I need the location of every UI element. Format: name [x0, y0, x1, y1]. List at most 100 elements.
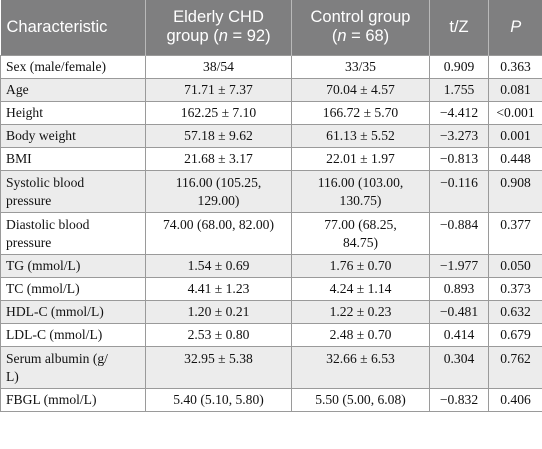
header-control-pre: (	[331, 27, 338, 46]
p-value: 0.001	[488, 123, 542, 148]
tz-value: 0.304	[429, 345, 489, 389]
row-label-line1: Serum albumin (g/	[6, 350, 108, 366]
table-row: Height 162.25 ± 7.10 166.72 ± 5.70 −4.41…	[0, 100, 542, 125]
tz-value: −4.412	[429, 100, 489, 125]
row-label-line1: Diastolic blood	[6, 216, 90, 232]
control-value: 2.48 ± 0.70	[291, 322, 430, 347]
row-label-line1: Systolic blood	[6, 174, 85, 190]
row-label-line2: pressure	[6, 192, 52, 208]
elderly-value: 162.25 ± 7.10	[145, 100, 292, 125]
row-label: TG (mmol/L)	[0, 253, 146, 278]
header-elderly-chd-group: Elderly CHD group (n = 92)	[145, 0, 292, 55]
control-value: 5.50 (5.00, 6.08)	[291, 387, 430, 412]
p-value: 0.363	[488, 54, 542, 79]
row-label: BMI	[0, 146, 146, 171]
tz-value: −0.481	[429, 299, 489, 324]
table-row: HDL-C (mmol/L) 1.20 ± 0.21 1.22 ± 0.23 −…	[0, 299, 542, 324]
row-label: Serum albumin (g/L)	[0, 345, 146, 389]
tz-value: 0.414	[429, 322, 489, 347]
p-value: 0.406	[488, 387, 542, 412]
row-label: FBGL (mmol/L)	[0, 387, 146, 412]
header-elderly-line2-pre: group (	[166, 27, 219, 46]
row-label: TC (mmol/L)	[0, 276, 146, 301]
row-label: Body weight	[0, 123, 146, 148]
control-value: 77.00 (68.25, 84.75)	[291, 211, 430, 255]
control-value-line2: 84.75)	[342, 234, 379, 250]
p-value: 0.908	[488, 169, 542, 213]
control-value: 22.01 ± 1.97	[291, 146, 430, 171]
header-row: Characteristic Elderly CHD group (n = 92…	[0, 0, 542, 55]
elderly-value: 116.00 (105.25, 129.00)	[145, 169, 292, 213]
tz-value: −0.116	[429, 169, 489, 213]
elderly-value: 5.40 (5.10, 5.80)	[145, 387, 292, 412]
table-row: Diastolic blood pressure 74.00 (68.00, 82…	[0, 211, 542, 255]
row-label: LDL-C (mmol/L)	[0, 322, 146, 347]
control-value: 70.04 ± 4.57	[291, 77, 430, 102]
control-value: 1.22 ± 0.23	[291, 299, 430, 324]
table-row: Age 71.71 ± 7.37 70.04 ± 4.57 1.755 0.08…	[0, 77, 542, 102]
p-value: 0.448	[488, 146, 542, 171]
table-row: Sex (male/female) 38/54 33/35 0.909 0.36…	[0, 54, 542, 79]
header-control-group: Control group (n = 68)	[291, 0, 430, 55]
row-label: Age	[0, 77, 146, 102]
elderly-value: 71.71 ± 7.37	[145, 77, 292, 102]
p-value: 0.373	[488, 276, 542, 301]
p-value: 0.679	[488, 322, 542, 347]
header-elderly-n: n	[218, 27, 228, 46]
control-value: 116.00 (103.00, 130.75)	[291, 169, 430, 213]
header-p-value: P	[488, 0, 542, 55]
control-value-line2: 130.75)	[339, 192, 382, 208]
header-elderly-line1: Elderly CHD	[173, 8, 264, 27]
header-elderly-line2-post: = 92)	[227, 27, 271, 46]
row-label-line2: pressure	[6, 234, 52, 250]
tz-value: −0.884	[429, 211, 489, 255]
header-t-z: t/Z	[429, 0, 489, 55]
table-row: LDL-C (mmol/L) 2.53 ± 0.80 2.48 ± 0.70 0…	[0, 322, 542, 347]
elderly-value: 38/54	[145, 54, 292, 79]
elderly-value: 1.20 ± 0.21	[145, 299, 292, 324]
table-row: Serum albumin (g/L) 32.95 ± 5.38 32.66 ±…	[0, 345, 542, 389]
tz-value: −0.832	[429, 387, 489, 412]
tz-value: 1.755	[429, 77, 489, 102]
table-row: TC (mmol/L) 4.41 ± 1.23 4.24 ± 1.14 0.89…	[0, 276, 542, 301]
elderly-value: 1.54 ± 0.69	[145, 253, 292, 278]
header-characteristic: Characteristic	[0, 0, 146, 55]
elderly-value-line1: 116.00 (105.25,	[175, 174, 262, 190]
control-value: 4.24 ± 1.14	[291, 276, 430, 301]
header-control-line1: Control group	[310, 8, 411, 27]
control-value: 61.13 ± 5.52	[291, 123, 430, 148]
tz-value: 0.909	[429, 54, 489, 79]
row-label: HDL-C (mmol/L)	[0, 299, 146, 324]
characteristics-table: Characteristic Elderly CHD group (n = 92…	[0, 0, 542, 412]
p-value: 0.050	[488, 253, 542, 278]
row-label: Sex (male/female)	[0, 54, 146, 79]
elderly-value: 4.41 ± 1.23	[145, 276, 292, 301]
tz-value: 0.893	[429, 276, 489, 301]
row-label: Systolic blood pressure	[0, 169, 146, 213]
control-value: 33/35	[291, 54, 430, 79]
table-row: Body weight 57.18 ± 9.62 61.13 ± 5.52 −3…	[0, 123, 542, 148]
tz-value: −3.273	[429, 123, 489, 148]
header-control-post: = 68)	[346, 27, 390, 46]
control-value: 1.76 ± 0.70	[291, 253, 430, 278]
control-value-line1: 77.00 (68.25,	[324, 216, 397, 232]
elderly-value: 74.00 (68.00, 82.00)	[145, 211, 292, 255]
tz-value: −0.813	[429, 146, 489, 171]
elderly-value: 57.18 ± 9.62	[145, 123, 292, 148]
table-row: BMI 21.68 ± 3.17 22.01 ± 1.97 −0.813 0.4…	[0, 146, 542, 171]
p-value: 0.081	[488, 77, 542, 102]
elderly-value: 21.68 ± 3.17	[145, 146, 292, 171]
p-value: 0.762	[488, 345, 542, 389]
elderly-value: 32.95 ± 5.38	[145, 345, 292, 389]
row-label-line2: L)	[6, 368, 19, 384]
p-value: 0.377	[488, 211, 542, 255]
elderly-value: 2.53 ± 0.80	[145, 322, 292, 347]
p-value: 0.632	[488, 299, 542, 324]
tz-value: −1.977	[429, 253, 489, 278]
table-row: FBGL (mmol/L) 5.40 (5.10, 5.80) 5.50 (5.…	[0, 387, 542, 412]
row-label: Height	[0, 100, 146, 125]
row-label: Diastolic blood pressure	[0, 211, 146, 255]
table-row: TG (mmol/L) 1.54 ± 0.69 1.76 ± 0.70 −1.9…	[0, 253, 542, 278]
header-control-n: n	[337, 27, 347, 46]
table-row: Systolic blood pressure 116.00 (105.25, 12…	[0, 169, 542, 213]
